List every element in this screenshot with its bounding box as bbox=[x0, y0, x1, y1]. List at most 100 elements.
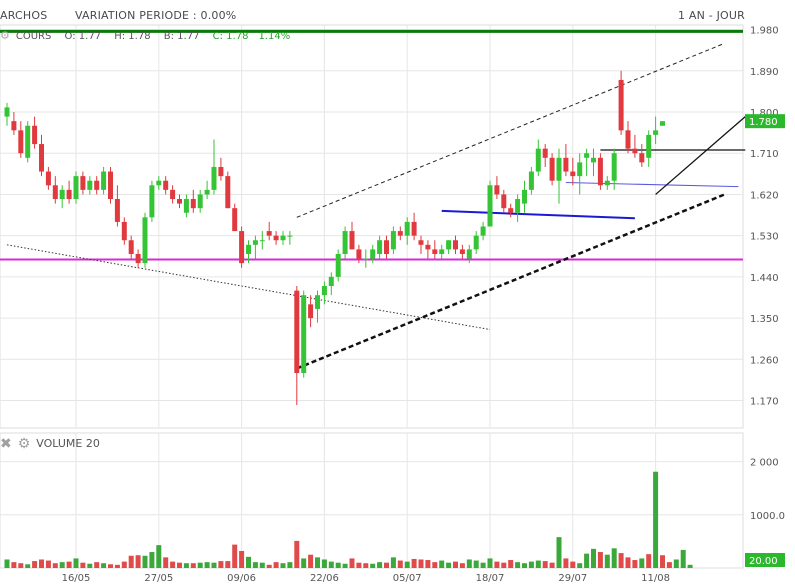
volume-bar bbox=[570, 561, 576, 568]
candle-body bbox=[232, 208, 238, 232]
period-selector[interactable]: 1 AN - JOUR bbox=[677, 9, 745, 22]
volume-bar bbox=[494, 561, 500, 568]
candle-body bbox=[301, 295, 307, 374]
candle-body bbox=[411, 221, 417, 236]
volume-bar bbox=[294, 540, 300, 568]
candle-body bbox=[45, 171, 51, 186]
candle-body bbox=[308, 304, 314, 319]
candle-body bbox=[494, 185, 500, 195]
volume-bar bbox=[177, 562, 182, 568]
candle-body bbox=[114, 199, 120, 222]
volume-bar bbox=[252, 562, 258, 568]
volume-bar bbox=[680, 549, 686, 568]
close-icon[interactable]: ✖ bbox=[0, 436, 12, 452]
candle-body bbox=[121, 221, 127, 241]
volume-bar bbox=[218, 561, 224, 568]
volume-bar bbox=[315, 557, 320, 568]
volume-bar bbox=[149, 552, 155, 568]
candle-body bbox=[211, 166, 217, 190]
candle bbox=[542, 144, 548, 167]
volume-bar bbox=[363, 563, 369, 568]
volume-bar bbox=[473, 560, 479, 568]
time-tick-label: 09/06 bbox=[227, 573, 256, 584]
volume-bar bbox=[163, 557, 169, 568]
volume-bar bbox=[653, 471, 659, 568]
candle-body bbox=[142, 217, 148, 264]
candle bbox=[625, 121, 631, 154]
volume-series bbox=[4, 471, 693, 568]
candle-body bbox=[418, 240, 424, 245]
volume-period: 20 bbox=[85, 437, 100, 450]
candle bbox=[108, 166, 113, 204]
candle bbox=[604, 176, 610, 190]
volume-grid bbox=[0, 432, 744, 569]
candle-body bbox=[384, 240, 389, 254]
low-value: B: 1.77 bbox=[163, 31, 200, 42]
volume-bar bbox=[4, 559, 10, 568]
volume-bar bbox=[101, 563, 107, 568]
current-price-tag bbox=[745, 114, 785, 129]
candle-body bbox=[135, 253, 141, 264]
candle bbox=[170, 185, 176, 204]
candle bbox=[356, 244, 362, 264]
candle bbox=[301, 290, 307, 378]
candle-body bbox=[522, 189, 527, 204]
candle bbox=[294, 286, 300, 406]
candle bbox=[128, 235, 134, 259]
candle bbox=[252, 235, 258, 259]
volume-bar bbox=[328, 561, 334, 568]
volume-bar bbox=[94, 562, 100, 568]
volume-bar bbox=[673, 559, 679, 568]
volume-bar bbox=[625, 557, 631, 568]
candle bbox=[473, 231, 479, 254]
current-volume-tag bbox=[745, 553, 785, 567]
trend-line bbox=[655, 116, 746, 195]
volume-bar bbox=[418, 559, 424, 568]
candle-body bbox=[632, 148, 638, 154]
candle bbox=[177, 194, 182, 209]
candle bbox=[397, 226, 403, 241]
candle bbox=[45, 166, 51, 190]
volume-bar bbox=[604, 554, 610, 568]
candle-body bbox=[108, 171, 113, 200]
volume-bar bbox=[432, 562, 438, 568]
candle bbox=[87, 176, 93, 195]
candle-body bbox=[163, 180, 169, 190]
volume-bar bbox=[404, 561, 410, 568]
candle bbox=[556, 148, 562, 204]
candle-body bbox=[294, 290, 300, 374]
volume-bar bbox=[142, 555, 148, 568]
candle bbox=[570, 157, 576, 186]
volume-bar bbox=[480, 562, 486, 568]
volume-bar bbox=[11, 562, 17, 568]
time-tick-label: 27/05 bbox=[144, 573, 173, 584]
gear-icon[interactable]: ⚙ bbox=[17, 436, 31, 452]
trend-line bbox=[296, 193, 726, 370]
volume-bar bbox=[73, 558, 79, 568]
candle bbox=[411, 212, 417, 241]
volume-label: VOLUME bbox=[36, 437, 83, 450]
candle-body bbox=[39, 144, 44, 172]
volume-bar bbox=[466, 559, 472, 568]
candle-body bbox=[646, 134, 652, 158]
candle bbox=[390, 226, 396, 254]
period-variation: VARIATION PERIODE : 0.00% bbox=[75, 9, 237, 22]
volume-bar bbox=[301, 558, 307, 568]
candle bbox=[591, 148, 596, 177]
volume-bar bbox=[522, 563, 527, 568]
candle-body bbox=[80, 176, 86, 190]
volume-bar bbox=[342, 563, 348, 568]
volume-bar bbox=[439, 560, 445, 568]
candle bbox=[280, 231, 286, 245]
candle bbox=[494, 176, 500, 200]
high-value: H: 1.78 bbox=[114, 31, 151, 42]
close-value: C: 1.78 bbox=[212, 31, 249, 42]
gear-icon[interactable]: ⚙ bbox=[0, 29, 10, 42]
candle-body bbox=[404, 221, 410, 236]
candle bbox=[653, 116, 659, 145]
candle-body bbox=[59, 189, 65, 200]
volume-bar bbox=[542, 561, 548, 568]
value-tags: 1.780 20.00 bbox=[745, 114, 785, 567]
volume-bar bbox=[246, 556, 251, 568]
